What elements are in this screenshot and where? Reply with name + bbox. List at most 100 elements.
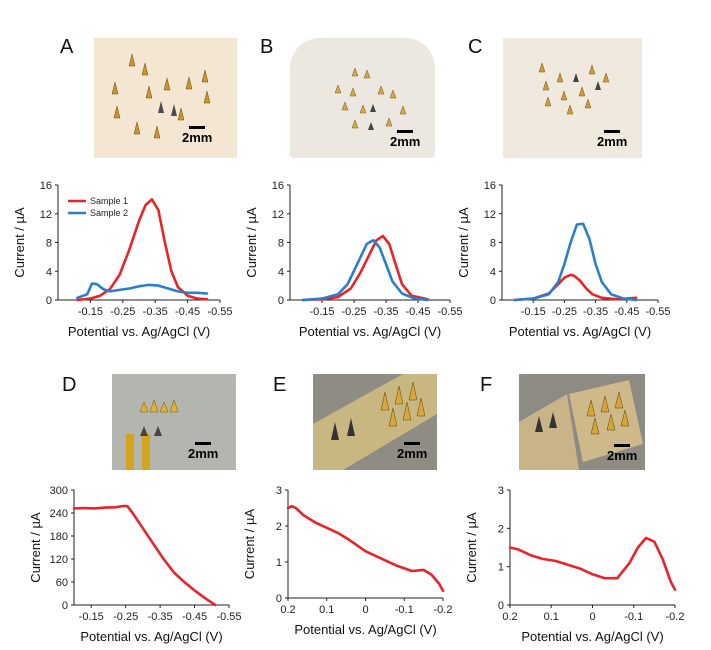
series-line-e-1 xyxy=(286,504,445,593)
panel-letter-e: E xyxy=(273,374,287,396)
y-tick-label-d: 0 xyxy=(62,600,68,612)
y-tick-label-a: 12 xyxy=(40,209,52,221)
y-tick-label-e: 2 xyxy=(276,521,282,533)
y-tick-label-f: 2 xyxy=(498,523,504,535)
x-tick-label-b: -0.55 xyxy=(437,306,462,318)
electrode-array-f xyxy=(519,374,645,470)
chart-e: 0 1 2 3 0.2 0.1 0 -0.1 -0.2 Potential vs. Ag/AgCl… xyxy=(242,485,452,637)
chart-b: 0 4 8 12 16 -0.15 -0.25 -0.35 -0.45 -0.55 Potentia… xyxy=(244,180,463,339)
scale-bar-line-d xyxy=(195,442,212,445)
panel-letter-a: A xyxy=(60,36,74,58)
x-tick-label-f: 0 xyxy=(589,611,595,623)
y-tick-label-e: 1 xyxy=(276,557,282,569)
electrode-array-d xyxy=(112,374,236,470)
scale-bar-e: 2mm xyxy=(397,442,427,461)
x-tick-label-a: -0.25 xyxy=(110,306,135,318)
y-tick-label-a: 4 xyxy=(46,266,52,278)
x-tick-label-e: 0.2 xyxy=(280,604,295,616)
x-tick-label-e: -0.1 xyxy=(395,604,414,616)
panel-letter-c: C xyxy=(468,36,483,58)
x-tick-label-c: -0.15 xyxy=(521,306,546,318)
y-tick-label-b: 8 xyxy=(278,238,284,250)
chart-d: 0 60 120 180 240 300 -0.15 -0.25 -0.35 -0.45 -0.55… xyxy=(28,485,242,644)
scale-bar-f: 2mm xyxy=(607,444,637,463)
y-tick-label-c: 0 xyxy=(490,295,496,307)
scale-bar-line-c xyxy=(604,130,621,133)
x-tick-label-d: -0.25 xyxy=(113,611,138,623)
microneedle-array-c xyxy=(538,62,610,115)
photo-sample-e: 2mm xyxy=(313,374,437,470)
x-tick-label-f: -0.1 xyxy=(624,611,643,623)
photo-sample-c: 2mm xyxy=(503,38,642,158)
x-tick-label-e: 0.1 xyxy=(319,604,334,616)
x-tick-label-c: -0.55 xyxy=(645,306,670,318)
y-axis-title-f: Current / µA xyxy=(464,512,479,583)
panel-letter-f: F xyxy=(480,374,493,396)
scale-label-e: 2mm xyxy=(397,446,428,461)
scale-label-c: 2mm xyxy=(597,134,628,149)
x-axis-title-b: Potential vs. Ag/AgCl (V) xyxy=(299,324,441,339)
scale-bar-c: 2mm xyxy=(597,130,627,149)
y-axis-title-a: Current / µA xyxy=(12,207,27,278)
x-tick-label-d: -0.15 xyxy=(79,611,104,623)
panel-letter-b: B xyxy=(260,36,274,58)
y-tick-label-c: 4 xyxy=(490,266,496,278)
scale-label-f: 2mm xyxy=(607,448,638,463)
scale-bar-line-f xyxy=(614,444,631,447)
photo-sample-a: 2mm xyxy=(94,38,237,158)
scale-bar-b: 2mm xyxy=(390,130,420,149)
y-tick-label-f: 3 xyxy=(498,485,504,497)
y-tick-label-d: 300 xyxy=(50,485,68,497)
series-line-b-1 xyxy=(301,234,429,302)
y-tick-label-d: 180 xyxy=(50,531,68,543)
y-tick-label-c: 16 xyxy=(484,180,496,192)
scale-bar-line-e xyxy=(404,442,421,445)
x-tick-label-c: -0.45 xyxy=(614,306,639,318)
series-line-d-1 xyxy=(72,504,217,607)
series-line-b-2 xyxy=(301,239,429,302)
electrode-array-e xyxy=(313,374,437,470)
y-tick-label-a: 0 xyxy=(46,295,52,307)
scale-label-b: 2mm xyxy=(390,134,421,149)
x-tick-label-a: -0.45 xyxy=(175,306,200,318)
microneedle-array-b xyxy=(334,67,407,130)
x-tick-label-a: -0.35 xyxy=(143,306,168,318)
photo-sample-d: 2mm xyxy=(112,374,236,470)
y-tick-label-d: 240 xyxy=(50,508,68,520)
x-axis-title-c: Potential vs. Ag/AgCl (V) xyxy=(509,324,651,339)
y-tick-label-d: 60 xyxy=(56,577,68,589)
x-tick-label-d: -0.55 xyxy=(216,611,241,623)
x-tick-label-b: -0.25 xyxy=(341,306,366,318)
y-tick-label-b: 12 xyxy=(272,209,284,221)
x-tick-label-a: -0.15 xyxy=(78,306,103,318)
x-tick-label-b: -0.35 xyxy=(373,306,398,318)
y-tick-label-c: 8 xyxy=(490,238,496,250)
legend-label-a-1: Sample 1 xyxy=(90,196,128,206)
panel-letter-d: D xyxy=(62,374,77,396)
y-tick-label-a: 8 xyxy=(46,238,52,250)
y-tick-label-a: 16 xyxy=(40,180,52,192)
y-tick-label-e: 0 xyxy=(276,593,282,605)
y-tick-label-c: 12 xyxy=(484,209,496,221)
scale-bar-line-a xyxy=(189,126,206,129)
y-tick-label-b: 4 xyxy=(278,266,284,278)
y-tick-label-d: 120 xyxy=(50,554,68,566)
y-tick-label-f: 1 xyxy=(498,562,504,574)
x-tick-label-d: -0.45 xyxy=(182,611,207,623)
x-axis-title-e: Potential vs. Ag/AgCl (V) xyxy=(294,622,436,637)
x-tick-label-a: -0.55 xyxy=(207,306,232,318)
chart-c: 0 4 8 12 16 -0.15 -0.25 -0.35 -0.45 -0.55 Potentia… xyxy=(456,180,671,339)
scale-bar-d: 2mm xyxy=(188,442,218,461)
x-axis-title-f: Potential vs. Ag/AgCl (V) xyxy=(521,629,663,644)
scale-bar-a: 2mm xyxy=(182,126,212,145)
y-axis-title-e: Current / µA xyxy=(242,509,257,580)
x-tick-label-e: 0 xyxy=(362,604,368,616)
x-tick-label-c: -0.25 xyxy=(552,306,577,318)
series-line-f-1 xyxy=(508,536,677,592)
y-axis-title-d: Current / µA xyxy=(28,512,43,583)
y-tick-label-f: 0 xyxy=(498,600,504,612)
scale-label-d: 2mm xyxy=(188,446,219,461)
scale-label-a: 2mm xyxy=(182,130,213,145)
